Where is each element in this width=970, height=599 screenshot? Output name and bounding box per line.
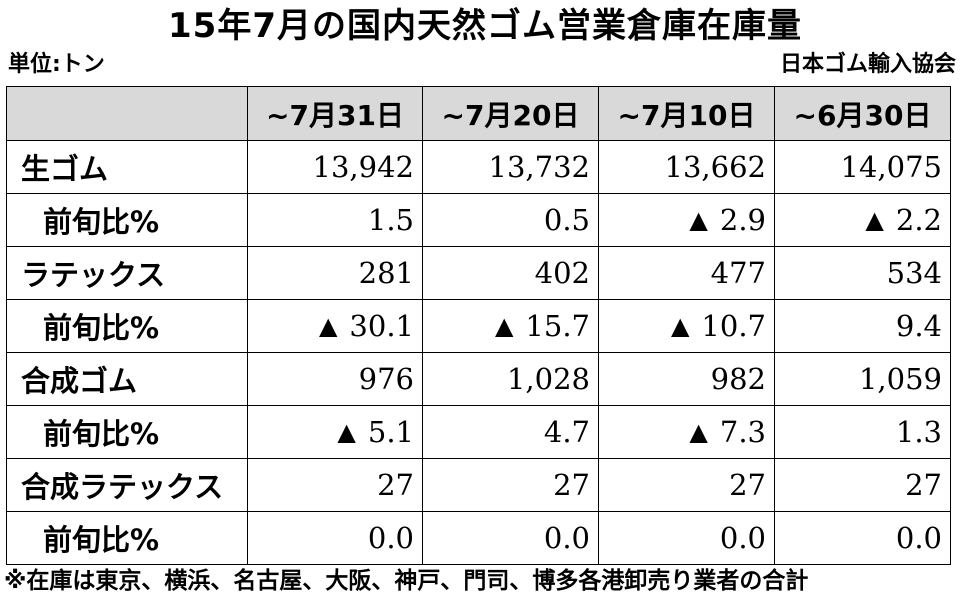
- table-cell: 13,732: [422, 140, 599, 194]
- decrease-triangle-icon: ▲: [865, 206, 884, 234]
- table-cell: 14,075: [774, 140, 951, 194]
- table-row: 前旬比% 1.5 0.5 ▲ 2.9 ▲ 2.2: [6, 193, 951, 247]
- decrease-triangle-icon: ▲: [670, 312, 690, 340]
- column-header-jul20: ~7月20日: [422, 86, 599, 141]
- table-row: 前旬比% ▲ 30.1 ▲ 15.7 ▲ 10.7 9.4: [6, 299, 951, 353]
- cell-value: 0.0: [719, 521, 766, 555]
- table-cell: 281: [247, 246, 423, 300]
- table-cell: 402: [422, 246, 599, 300]
- cell-value: 9.4: [895, 309, 942, 343]
- cell-value: 281: [358, 256, 414, 290]
- table-cell: 477: [598, 246, 775, 300]
- decrease-triangle-icon: ▲: [494, 312, 514, 340]
- cell-value: 27: [377, 468, 414, 502]
- cell-value: 2.2: [895, 203, 942, 237]
- table-row: 生ゴム 13,942 13,732 13,662 14,075: [6, 140, 951, 194]
- cell-value: 13,662: [664, 150, 766, 184]
- table-corner-cell: [6, 86, 248, 141]
- column-header-jul31: ~7月31日: [247, 86, 423, 141]
- cell-value: 477: [710, 256, 766, 290]
- cell-value: 534: [886, 256, 942, 290]
- source-label: 日本ゴム輸入協会: [779, 52, 956, 77]
- table-row: 前旬比% ▲ 5.1 4.7 ▲ 7.3 1.3: [6, 405, 951, 459]
- table-cell: 976: [247, 352, 423, 406]
- table-cell: 0.0: [774, 511, 951, 565]
- cell-value: 30.1: [349, 309, 414, 343]
- table-cell: ▲ 7.3: [598, 405, 775, 459]
- cell-value: 402: [534, 256, 590, 290]
- decrease-triangle-icon: ▲: [689, 418, 708, 446]
- inventory-table: ~7月31日 ~7月20日 ~7月10日 ~6月30日 生ゴム 13,942 13,…: [6, 86, 951, 565]
- table-cell: ▲ 15.7: [422, 299, 599, 353]
- row-label-category: 合成ラテックス: [6, 458, 248, 512]
- column-header-jun30: ~6月30日: [774, 86, 951, 141]
- cell-value: 0.0: [367, 521, 414, 555]
- table-cell: 27: [774, 458, 951, 512]
- table-cell: 13,942: [247, 140, 423, 194]
- table-cell: ▲ 5.1: [247, 405, 423, 459]
- cell-value: 2.9: [719, 203, 766, 237]
- table-cell: 534: [774, 246, 951, 300]
- table-row: 合成ラテックス 27 27 27 27: [6, 458, 951, 512]
- cell-value: 10.7: [701, 309, 766, 343]
- row-label-change-rate: 前旬比%: [6, 299, 248, 353]
- table-cell: 27: [598, 458, 775, 512]
- footnote: ※在庫は東京、横浜、名古屋、大阪、神戸、門司、博多各港卸売り業者の合計: [4, 568, 809, 594]
- cell-value: 14,075: [840, 150, 942, 184]
- cell-value: 1,059: [858, 362, 942, 396]
- row-label-category: 合成ゴム: [6, 352, 248, 406]
- cell-value: 0.5: [543, 203, 590, 237]
- table-row: 合成ゴム 976 1,028 982 1,059: [6, 352, 951, 406]
- table-cell: 4.7: [422, 405, 599, 459]
- table-cell: 9.4: [774, 299, 951, 353]
- cell-value: 27: [905, 468, 942, 502]
- table-cell: 0.0: [247, 511, 423, 565]
- cell-value: 0.0: [543, 521, 590, 555]
- row-label-change-rate: 前旬比%: [6, 511, 248, 565]
- table-cell: 1.5: [247, 193, 423, 247]
- table-body: 生ゴム 13,942 13,732 13,662 14,075 前旬比% 1.5 0.5 ▲ 2.…: [6, 140, 951, 565]
- table-cell: 1,028: [422, 352, 599, 406]
- cell-value: 27: [553, 468, 590, 502]
- cell-value: 13,732: [488, 150, 590, 184]
- cell-value: 15.7: [525, 309, 590, 343]
- table-cell: 0.0: [422, 511, 599, 565]
- table-cell: 27: [422, 458, 599, 512]
- decrease-triangle-icon: ▲: [318, 312, 338, 340]
- table-cell: 27: [247, 458, 423, 512]
- cell-value: 4.7: [543, 415, 590, 449]
- cell-value: 0.0: [895, 521, 942, 555]
- table-row: ラテックス 281 402 477 534: [6, 246, 951, 300]
- table-cell: ▲ 2.2: [774, 193, 951, 247]
- column-header-jul10: ~7月10日: [598, 86, 775, 141]
- table-row: 前旬比% 0.0 0.0 0.0 0.0: [6, 511, 951, 565]
- table-cell: ▲ 2.9: [598, 193, 775, 247]
- cell-value: 1.3: [895, 415, 942, 449]
- cell-value: 5.1: [367, 415, 414, 449]
- cell-value: 982: [710, 362, 766, 396]
- cell-value: 1,028: [506, 362, 590, 396]
- decrease-triangle-icon: ▲: [689, 206, 708, 234]
- table-cell: 982: [598, 352, 775, 406]
- cell-value: 13,942: [312, 150, 414, 184]
- cell-value: 7.3: [719, 415, 766, 449]
- row-label-change-rate: 前旬比%: [6, 193, 248, 247]
- row-label-category: 生ゴム: [6, 140, 248, 194]
- table-cell: 13,662: [598, 140, 775, 194]
- table-cell: ▲ 10.7: [598, 299, 775, 353]
- unit-label: 単位:トン: [8, 52, 105, 77]
- table-cell: 1.3: [774, 405, 951, 459]
- table-header-row: ~7月31日 ~7月20日 ~7月10日 ~6月30日: [6, 86, 951, 141]
- page-title: 15年7月の国内天然ゴム営業倉庫在庫量: [168, 6, 802, 46]
- decrease-triangle-icon: ▲: [337, 418, 356, 446]
- cell-value: 27: [729, 468, 766, 502]
- table-cell: 1,059: [774, 352, 951, 406]
- table-cell: 0.5: [422, 193, 599, 247]
- cell-value: 1.5: [367, 203, 414, 237]
- table-cell: ▲ 30.1: [247, 299, 423, 353]
- row-label-change-rate: 前旬比%: [6, 405, 248, 459]
- table-cell: 0.0: [598, 511, 775, 565]
- cell-value: 976: [358, 362, 414, 396]
- row-label-category: ラテックス: [6, 246, 248, 300]
